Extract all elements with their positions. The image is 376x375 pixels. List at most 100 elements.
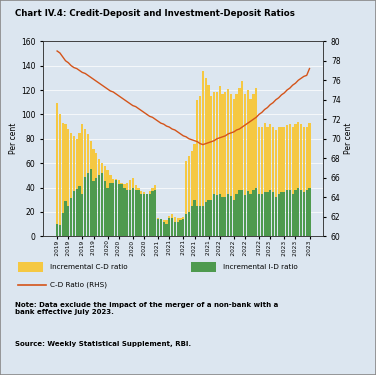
Bar xyxy=(216,195,218,236)
Bar xyxy=(247,90,249,236)
Bar xyxy=(149,194,151,236)
Bar xyxy=(59,114,61,236)
Bar xyxy=(177,218,179,236)
Bar xyxy=(205,78,207,236)
Bar xyxy=(224,197,226,236)
Bar xyxy=(261,127,263,236)
Bar xyxy=(286,190,288,236)
Bar xyxy=(230,196,232,236)
Bar xyxy=(104,182,106,236)
Bar xyxy=(81,194,83,236)
Bar xyxy=(241,190,243,236)
Bar xyxy=(221,94,224,236)
Bar xyxy=(241,81,243,236)
Bar xyxy=(123,184,126,236)
Bar xyxy=(76,139,78,236)
Text: Note: Data exclude the impact of the merger of a non-bank with a
bank effective : Note: Data exclude the impact of the mer… xyxy=(15,302,278,315)
Bar xyxy=(67,129,70,236)
Bar xyxy=(182,217,184,236)
Bar xyxy=(250,99,252,236)
Bar xyxy=(106,188,109,236)
Bar xyxy=(266,127,268,236)
Bar xyxy=(291,127,294,236)
Bar xyxy=(258,194,260,236)
Bar xyxy=(227,194,229,236)
Bar xyxy=(233,99,235,236)
Bar xyxy=(227,89,229,236)
Bar xyxy=(123,188,126,236)
Bar xyxy=(84,129,86,236)
Bar xyxy=(143,194,145,236)
Bar xyxy=(286,125,288,236)
Bar xyxy=(210,200,212,236)
Bar xyxy=(185,160,187,236)
Bar xyxy=(140,194,143,236)
Bar xyxy=(182,219,184,236)
Bar xyxy=(95,178,97,236)
Bar xyxy=(196,206,199,236)
Bar xyxy=(118,180,120,236)
Bar xyxy=(235,194,238,236)
Bar xyxy=(250,194,252,236)
Bar xyxy=(185,214,187,236)
Bar xyxy=(157,219,159,236)
Bar xyxy=(120,184,123,236)
Bar xyxy=(280,192,283,236)
Bar xyxy=(205,202,207,236)
Bar xyxy=(64,201,67,236)
Bar xyxy=(171,214,173,236)
Bar xyxy=(115,180,117,236)
Bar xyxy=(224,93,226,236)
Bar xyxy=(126,183,128,236)
Bar xyxy=(132,188,134,236)
Bar xyxy=(84,177,86,236)
Y-axis label: Per cent: Per cent xyxy=(344,123,353,154)
Bar xyxy=(280,127,283,236)
Bar xyxy=(70,133,72,236)
Bar xyxy=(165,224,168,236)
Text: C-D Ratio (RHS): C-D Ratio (RHS) xyxy=(50,281,107,288)
Bar xyxy=(199,206,201,236)
Bar xyxy=(160,219,162,236)
Bar xyxy=(177,222,179,236)
Bar xyxy=(101,173,103,236)
Bar xyxy=(300,190,302,236)
Bar xyxy=(238,190,241,236)
Bar xyxy=(255,188,257,236)
Bar xyxy=(137,188,139,236)
Bar xyxy=(149,191,151,236)
Bar xyxy=(104,166,106,236)
Bar xyxy=(95,153,97,236)
Bar xyxy=(179,218,182,236)
Bar xyxy=(18,262,43,272)
Bar xyxy=(73,136,75,236)
Bar xyxy=(191,262,216,272)
Bar xyxy=(168,216,170,236)
Bar xyxy=(261,194,263,236)
Bar xyxy=(193,200,196,236)
Bar xyxy=(213,93,215,236)
Bar xyxy=(303,192,305,236)
Bar xyxy=(188,156,190,236)
Bar xyxy=(216,93,218,236)
Bar xyxy=(168,218,170,236)
Bar xyxy=(98,176,100,236)
Bar xyxy=(62,123,64,236)
Bar xyxy=(247,191,249,236)
Bar xyxy=(137,190,139,236)
Bar xyxy=(297,122,299,236)
Bar xyxy=(230,94,232,236)
Bar xyxy=(109,183,112,236)
Bar xyxy=(275,197,277,236)
Bar xyxy=(162,222,165,236)
Bar xyxy=(199,96,201,236)
Bar xyxy=(140,191,143,236)
Bar xyxy=(112,179,114,236)
Bar xyxy=(112,183,114,236)
Bar xyxy=(165,220,168,236)
Bar xyxy=(303,127,305,236)
Bar xyxy=(87,134,89,236)
Bar xyxy=(143,192,145,236)
Bar xyxy=(191,206,193,236)
Bar xyxy=(213,194,215,236)
